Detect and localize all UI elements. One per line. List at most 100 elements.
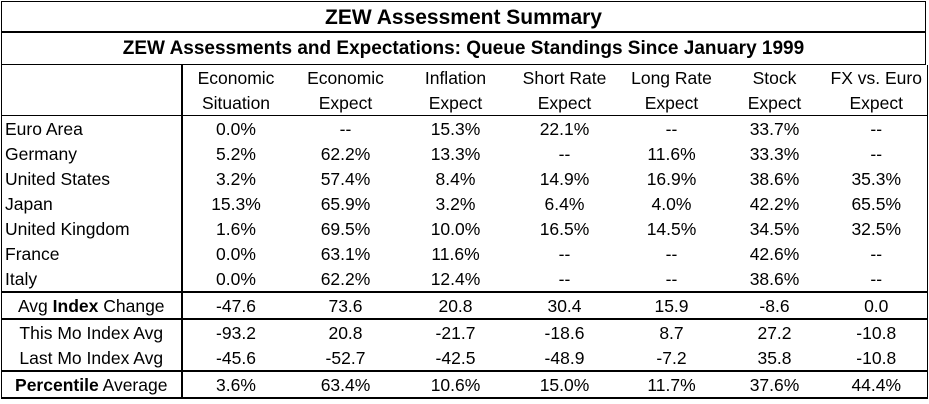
table-cell: 16.9% <box>646 168 697 189</box>
table-cell: -8.6 <box>723 291 826 319</box>
table-cell: 13.3% <box>430 143 481 164</box>
table-cell: 62.2% <box>320 143 371 164</box>
table-cell: 15.3% <box>401 115 510 141</box>
column-header: Economic <box>307 67 384 88</box>
table-cell: -- <box>558 268 571 289</box>
table-cell: -45.6 <box>216 347 256 368</box>
table-cell: -- <box>619 115 724 141</box>
table-cell: -52.7 <box>325 347 366 368</box>
summary-row-percentile: Percentile Average 3.6% 63.4% 10.6% 15.0… <box>1 370 928 399</box>
table-cell: 65.9% <box>320 193 371 214</box>
table-cell: 34.5% <box>749 218 800 239</box>
table-cell: 8.4% <box>435 168 476 189</box>
row-label: United States <box>1 166 183 191</box>
table-cell: 33.7% <box>723 115 826 141</box>
table-cell: 6.4% <box>544 193 585 214</box>
table-cell: -- <box>825 241 928 266</box>
column-header: Expect <box>428 92 483 113</box>
table-row: Japan 15.3% 65.9% 3.2% 6.4% 4.0% 42.2% 6… <box>1 191 928 216</box>
table-cell: -47.6 <box>181 291 290 319</box>
table-cell: 14.5% <box>646 218 697 239</box>
column-header: Situation <box>201 92 271 113</box>
table-cell: 38.6% <box>749 268 800 289</box>
row-label: Euro Area <box>1 115 183 141</box>
table-cell: -7.2 <box>656 347 687 368</box>
table-cell: 42.2% <box>749 193 800 214</box>
table-cell: 69.5% <box>320 218 371 239</box>
table-cell: 11.7% <box>619 370 724 399</box>
column-header: Expect <box>644 92 699 113</box>
table-cell: 4.0% <box>651 193 692 214</box>
table-cell: -- <box>825 141 928 166</box>
table-cell: 57.4% <box>320 168 371 189</box>
column-header: Long Rate <box>631 67 712 88</box>
table-cell: -93.2 <box>181 318 290 345</box>
table-row: United Kingdom 1.6% 69.5% 10.0% 16.5% 14… <box>1 216 928 241</box>
table-cell: 0.0 <box>825 291 928 319</box>
table-cell: 15.9 <box>619 291 724 319</box>
table-cell: 63.1% <box>320 243 371 264</box>
table-cell: 20.8 <box>401 291 510 319</box>
row-label: Percentile Average <box>1 370 183 399</box>
column-header: Stock <box>752 67 797 88</box>
column-header-row-1: Economic Economic Inflation Short Rate L… <box>1 65 928 90</box>
table-row: Germany 5.2% 62.2% 13.3% -- 11.6% 33.3% … <box>1 141 928 166</box>
table-row: Italy 0.0% 62.2% 12.4% -- -- 38.6% -- <box>1 266 928 292</box>
row-label: Italy <box>1 266 183 292</box>
column-header: FX vs. Euro <box>825 65 928 90</box>
table-cell: 10.0% <box>430 218 481 239</box>
table-cell: 30.4 <box>509 291 620 319</box>
table-cell: 11.6% <box>431 243 480 264</box>
table-cell: 33.3% <box>749 143 800 164</box>
table-cell: 32.5% <box>825 216 928 241</box>
table-cell: 44.4% <box>825 370 928 399</box>
column-header: Expect <box>825 90 928 116</box>
table-cell: 63.4% <box>289 370 402 399</box>
column-header: Inflation <box>424 67 487 88</box>
table-cell: -- <box>665 243 678 264</box>
table-cell: 20.8 <box>289 318 402 345</box>
assessment-table: Economic Economic Inflation Short Rate L… <box>1 65 928 399</box>
row-label: United Kingdom <box>1 216 183 241</box>
column-header: Short Rate <box>522 67 607 88</box>
table-cell: -10.8 <box>825 318 928 345</box>
row-label: Avg Index Change <box>1 291 183 319</box>
table-cell: -- <box>825 115 928 141</box>
table-cell: -42.5 <box>435 347 476 368</box>
column-header-row-2: Situation Expect Expect Expect Expect Ex… <box>1 90 928 116</box>
header-corner <box>1 90 183 116</box>
table-cell: 38.6% <box>749 168 800 189</box>
table-cell: -- <box>558 243 571 264</box>
table-cell: -21.7 <box>401 318 510 345</box>
summary-row-avg-change: Avg Index Change -47.6 73.6 20.8 30.4 15… <box>1 291 928 319</box>
summary-row-last-month: Last Mo Index Avg -45.6 -52.7 -42.5 -48.… <box>1 345 928 371</box>
row-label: Japan <box>1 191 183 216</box>
header-corner <box>1 65 183 90</box>
row-label: Last Mo Index Avg <box>1 345 183 371</box>
table-cell: -- <box>665 268 678 289</box>
table-cell: -- <box>825 266 928 292</box>
table-cell: 73.6 <box>289 291 402 319</box>
row-label: Germany <box>1 141 183 166</box>
table-cell: 42.6% <box>749 243 800 264</box>
table-cell: 10.6% <box>401 370 510 399</box>
table-cell: 0.0% <box>181 115 290 141</box>
table-cell: 27.2 <box>723 318 826 345</box>
table-cell: 11.6% <box>647 143 696 164</box>
table-cell: 8.7 <box>619 318 724 345</box>
table-cell: 12.4% <box>430 268 481 289</box>
column-header: Economic <box>197 67 275 88</box>
table-cell: 14.9% <box>539 168 590 189</box>
row-label: France <box>1 241 183 266</box>
table-cell: -10.8 <box>825 345 928 371</box>
table-cell: -18.6 <box>509 318 620 345</box>
table-title: ZEW Assessment Summary <box>1 1 926 33</box>
table-cell: -- <box>289 115 402 141</box>
table-subtitle: ZEW Assessments and Expectations: Queue … <box>1 33 926 65</box>
table-cell: 3.2% <box>216 168 256 189</box>
table-cell: 0.0% <box>216 243 256 264</box>
column-header: Expect <box>747 92 802 113</box>
table-cell: 37.6% <box>723 370 826 399</box>
table-cell: -48.9 <box>544 347 585 368</box>
